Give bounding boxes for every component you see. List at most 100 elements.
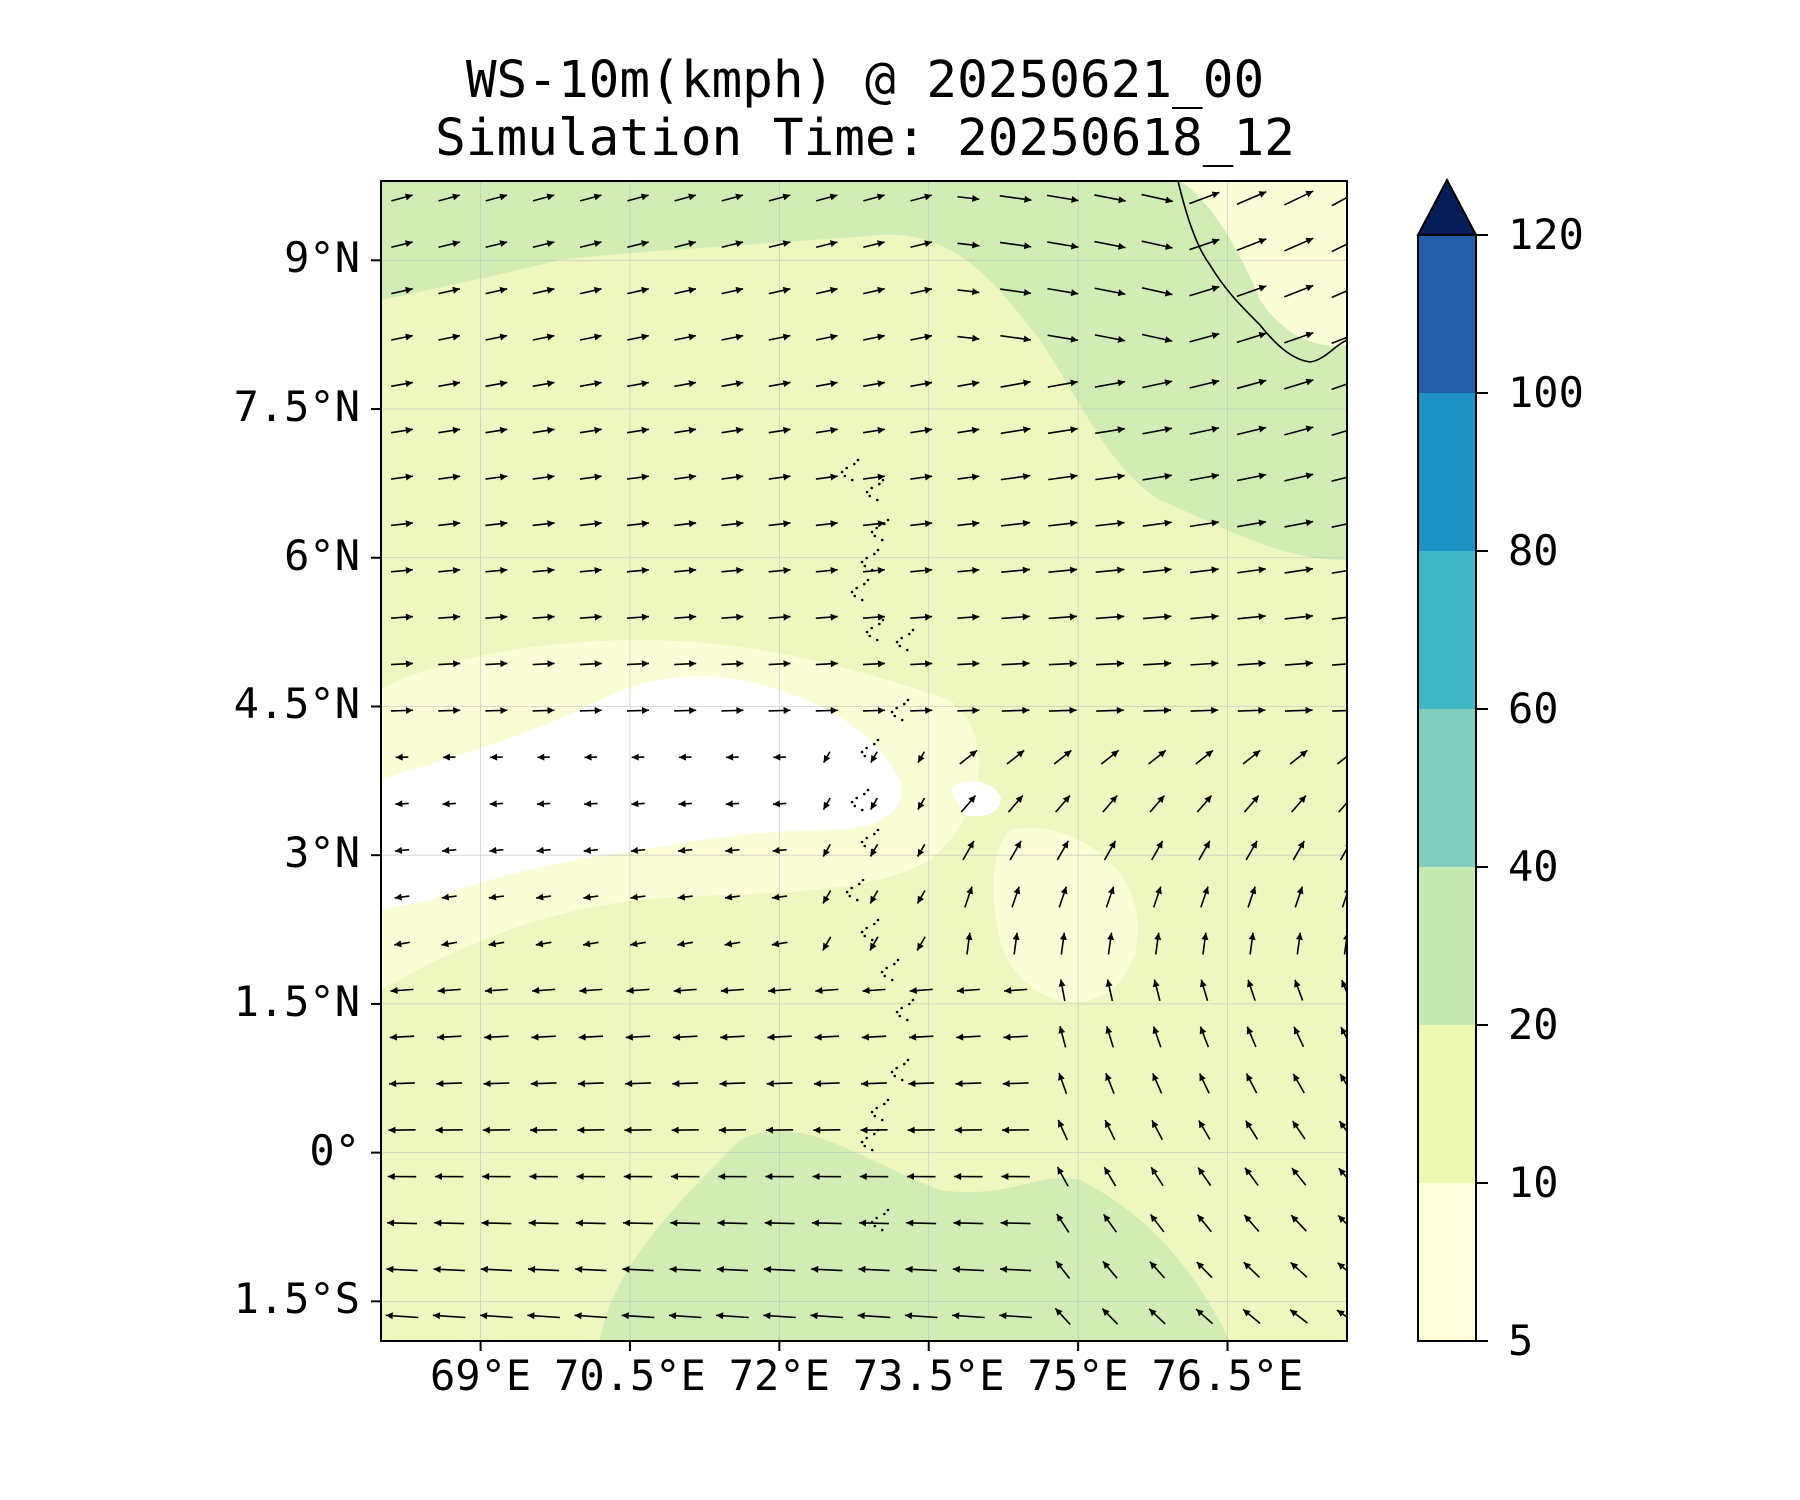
- wind-arrow-head: [1165, 196, 1173, 204]
- wind-arrow-head: [1201, 932, 1209, 941]
- atoll-dot: [855, 586, 858, 590]
- wind-arrow-head: [385, 1359, 392, 1366]
- atoll-dot: [873, 1132, 876, 1136]
- wind-arrow-head: [971, 288, 980, 296]
- wind-arrow-head: [764, 1219, 772, 1227]
- wind-arrow-head: [924, 333, 932, 341]
- wind-arrow-head: [1001, 1173, 1009, 1181]
- wind-arrow-head: [621, 1312, 629, 1320]
- wind-arrow-head: [1157, 795, 1165, 804]
- wind-arrow-head: [830, 566, 838, 574]
- atoll-dot: [870, 568, 874, 572]
- wind-arrow-head: [405, 566, 413, 574]
- wind-arrow-head: [583, 846, 592, 854]
- wind-arrow-head: [1341, 980, 1347, 988]
- wind-arrow-head: [594, 566, 602, 574]
- wind-arrow-head: [861, 1080, 869, 1088]
- wind-arrow-head: [1305, 425, 1314, 433]
- wind-arrow-head: [906, 1173, 914, 1181]
- wind-arrow-head: [1352, 238, 1360, 244]
- wind-arrow-head: [1109, 795, 1118, 804]
- wind-arrow-head: [1063, 750, 1072, 758]
- wind-arrow-head: [594, 613, 602, 621]
- wind-arrow-head: [724, 940, 733, 948]
- wind-arrow-head: [641, 333, 649, 341]
- wind-arrow-head: [688, 380, 697, 388]
- wind-arrow-head: [436, 1080, 444, 1088]
- wind-arrow-head: [966, 886, 973, 895]
- wind-arrow-head: [971, 334, 980, 342]
- wind-arrow-head: [909, 1033, 917, 1041]
- wind-arrow-head: [1058, 1026, 1066, 1034]
- wind-arrow-head: [830, 613, 838, 621]
- lat-tick-label: 0°: [309, 1125, 360, 1175]
- wind-arrow-head: [1294, 979, 1301, 988]
- wind-arrow-head: [499, 333, 508, 341]
- wind-arrow-head: [641, 566, 649, 574]
- atoll-dot: [865, 630, 869, 634]
- wind-arrow-head: [641, 473, 649, 481]
- atoll-dot: [876, 828, 880, 832]
- wind-arrow-head: [735, 520, 744, 528]
- wind-arrow-head: [641, 660, 649, 668]
- wind-arrow-head: [735, 286, 744, 294]
- wind-arrow-head: [1244, 1214, 1252, 1223]
- wind-arrow-head: [813, 1126, 821, 1134]
- wind-arrow-head: [972, 613, 980, 621]
- atoll-dot: [876, 918, 880, 922]
- atoll-dot: [881, 618, 885, 622]
- wind-arrow-head: [1164, 426, 1172, 433]
- wind-arrow-head: [547, 473, 555, 481]
- atoll-dot: [845, 466, 848, 470]
- wind-arrow-head: [736, 613, 744, 621]
- wind-arrow-head: [1196, 1309, 1204, 1317]
- atoll-dot: [870, 626, 873, 630]
- wind-arrow-head: [1246, 1073, 1253, 1082]
- wind-arrow-head: [405, 613, 413, 621]
- wind-arrow-head: [1204, 795, 1212, 804]
- wind-arrow-head: [765, 1173, 773, 1181]
- wind-arrow-head: [441, 893, 450, 901]
- colorbar-segment: [1418, 709, 1476, 867]
- wind-arrow-head: [924, 240, 932, 248]
- wind-arrow-head: [388, 1126, 396, 1134]
- wind-arrow-head: [1022, 706, 1030, 714]
- atoll-dot: [883, 522, 886, 526]
- wind-arrow-head: [718, 1126, 726, 1134]
- wind-arrow-head: [678, 800, 686, 808]
- wind-arrow-head: [1014, 840, 1022, 849]
- atoll-dot: [865, 1136, 868, 1140]
- wind-arrow-head: [405, 240, 413, 248]
- wind-arrow-head: [830, 380, 838, 388]
- wind-arrow-head: [452, 286, 460, 294]
- wind-arrow-head: [405, 380, 413, 388]
- wind-arrow-head: [500, 660, 508, 668]
- colorbar-label: 80: [1508, 526, 1559, 575]
- wind-arrow-head: [387, 1173, 395, 1181]
- wind-arrow-head: [1353, 660, 1360, 667]
- atoll-dot: [893, 714, 897, 718]
- wind-arrow-head: [952, 1312, 960, 1320]
- wind-arrow-head: [1057, 1166, 1064, 1175]
- wind-arrow-head: [1258, 566, 1266, 574]
- wind-arrow-head: [1116, 706, 1124, 714]
- wind-arrow-head: [1305, 284, 1314, 292]
- atoll-dot: [873, 1114, 877, 1118]
- wind-arrow-head: [1197, 1214, 1205, 1223]
- wind-arrow-head: [972, 706, 980, 714]
- wind-arrow-head: [547, 706, 555, 714]
- wind-arrow-shaft: [385, 1362, 419, 1365]
- wind-arrow-head: [670, 1173, 678, 1181]
- wind-arrow-head: [1258, 191, 1267, 198]
- wind-arrow-head: [1211, 472, 1219, 480]
- wind-arrow-head: [405, 426, 413, 434]
- wind-arrow-head: [725, 800, 733, 808]
- wind-arrow-head: [1305, 190, 1314, 198]
- wind-arrow-head: [1250, 840, 1258, 849]
- colorbar-label: 40: [1508, 842, 1559, 891]
- lat-tick-label: 4.5°N: [233, 679, 360, 729]
- wind-arrow-head: [1117, 519, 1125, 527]
- wind-arrow-head: [625, 1033, 633, 1041]
- wind-arrow-head: [724, 893, 733, 901]
- wind-arrow-head: [1211, 425, 1220, 433]
